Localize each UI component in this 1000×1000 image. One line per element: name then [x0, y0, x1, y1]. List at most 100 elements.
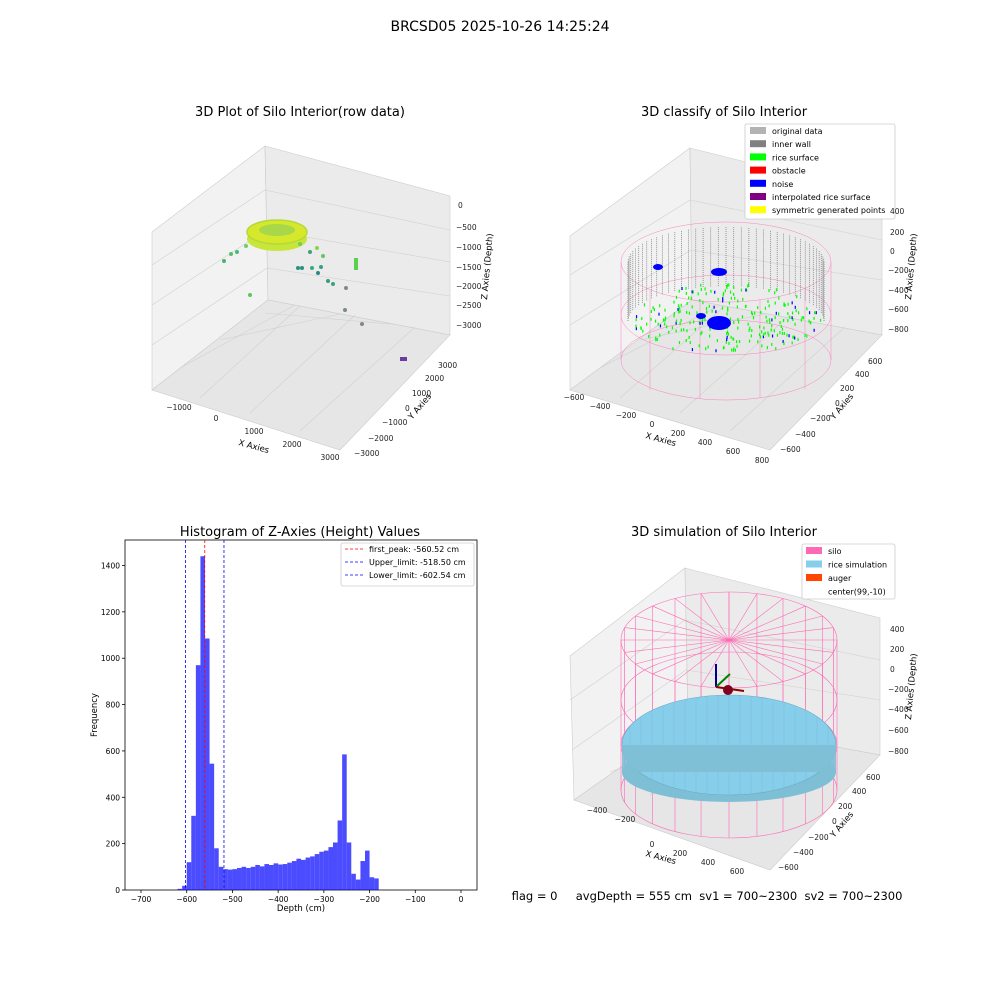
silo-roof-rib — [624, 627, 730, 641]
rice-surface-point — [781, 331, 784, 335]
histogram-bar — [200, 556, 205, 890]
silo-roof-rib — [728, 615, 823, 641]
rice-surface-point — [742, 297, 744, 301]
histogram-y-tick-label: 1200 — [101, 608, 120, 617]
rice-surface-point — [745, 288, 748, 292]
rice-surface-point — [761, 344, 763, 348]
rice-surface-point — [775, 311, 777, 315]
rice-surface-point — [729, 290, 732, 294]
histogram-bar — [218, 866, 224, 890]
rice-surface-point — [677, 307, 679, 311]
svg-text:−2000: −2000 — [368, 434, 394, 443]
rice-surface-point — [751, 312, 753, 316]
rice-surface-point — [656, 338, 658, 342]
rice-surface-point — [710, 289, 712, 293]
rice-surface-point — [774, 316, 776, 320]
raw-panel-title: 3D Plot of Silo Interior(row data) — [195, 105, 405, 120]
histogram-bar — [296, 858, 301, 890]
rice-surface-point — [759, 325, 761, 329]
svg-text:0: 0 — [458, 201, 463, 210]
simulation-z-ticks: 400 200 0 −200 −400 −600 −800 — [888, 625, 909, 756]
classify-legend: original data inner wall rice surface obsta… — [744, 123, 896, 220]
rice-surface-point — [643, 303, 646, 307]
rice-surface-point — [717, 297, 719, 301]
histogram-bar — [182, 885, 187, 890]
histogram-frame — [124, 539, 478, 891]
rice-surface-point — [760, 310, 762, 314]
histogram-bar — [305, 857, 311, 890]
rice-surface-point — [787, 312, 789, 316]
rice-surface-point — [709, 334, 711, 338]
silo-roof-rib — [728, 639, 806, 675]
classify-inner-wall — [627, 227, 825, 322]
rice-surface-point — [795, 309, 797, 313]
rice-surface-point — [677, 304, 680, 308]
rice-surface-point — [763, 332, 765, 336]
rice-surface-point — [789, 315, 791, 319]
histogram-bar — [214, 848, 219, 890]
rice-surface-point — [786, 333, 788, 337]
svg-text:800: 800 — [755, 456, 770, 465]
histogram-bar — [232, 869, 237, 890]
rice-surface-point — [725, 340, 727, 344]
rice-surface-point — [691, 348, 694, 352]
rice-surface-point — [730, 335, 732, 339]
rice-surface-point — [782, 318, 785, 322]
svg-text:2000: 2000 — [425, 374, 444, 383]
rice-surface-point — [688, 311, 691, 315]
legend-label: center(99,-10) — [828, 588, 886, 597]
histogram-x-tick-label: −700 — [131, 895, 152, 904]
rice-surface-point — [686, 310, 688, 314]
rice-surface-point — [814, 311, 816, 315]
histogram-bar — [333, 842, 338, 890]
rice-surface-point — [802, 316, 805, 320]
rice-surface-point — [797, 337, 799, 341]
rice-surface-point — [737, 326, 739, 330]
histogram-bar — [237, 867, 242, 890]
rice-surface-point — [813, 328, 815, 332]
silo-roof-rib — [728, 598, 784, 641]
svg-text:0: 0 — [890, 665, 895, 674]
histogram-bar — [328, 847, 333, 890]
classify-panel: 3D classify of Silo Interior — [564, 105, 920, 465]
rice-surface-point — [664, 322, 666, 326]
classify-floor-pane — [569, 299, 883, 451]
svg-text:600: 600 — [866, 773, 881, 782]
rice-surface-point — [736, 305, 738, 309]
rice-surface-point — [798, 311, 800, 315]
rice-surface-point — [650, 310, 652, 314]
rice-surface-point — [724, 289, 726, 293]
simulation-y-ticks: −600 −400 −200 0 200 400 600 — [778, 773, 881, 872]
classify-rice-surface — [635, 283, 822, 353]
rice-surface-point — [662, 318, 664, 322]
rice-surface-point — [657, 322, 659, 326]
silo-roof-rib — [674, 639, 730, 682]
rice-surface-point — [653, 308, 655, 312]
histogram-legend-label: first_peak: -560.52 cm — [369, 545, 459, 554]
svg-text:−3000: −3000 — [354, 449, 380, 458]
rice-surface-point — [810, 321, 812, 325]
simulation-rice-band — [622, 745, 836, 772]
silo-roof-rib — [674, 598, 730, 641]
histogram-x-tick-label: −600 — [176, 895, 197, 904]
rice-surface-point — [771, 334, 774, 338]
rice-surface-point — [778, 296, 780, 300]
svg-text:−1000: −1000 — [166, 403, 192, 412]
legend-swatch — [750, 166, 766, 174]
silo-roof-rib — [728, 639, 758, 687]
rice-surface-point — [711, 309, 713, 313]
histogram-y-tick-label: 800 — [106, 701, 121, 710]
svg-text:3000: 3000 — [320, 453, 339, 462]
rice-surface-point — [697, 292, 699, 296]
svg-text:−600: −600 — [564, 393, 585, 402]
rice-surface-point — [658, 312, 660, 316]
rice-surface-point — [692, 290, 694, 294]
svg-text:−3000: −3000 — [456, 321, 482, 330]
svg-text:600: 600 — [726, 447, 741, 456]
rice-surface-point — [635, 318, 637, 322]
svg-text:200: 200 — [671, 429, 686, 438]
histogram-y-tick-label: 400 — [106, 793, 121, 802]
legend-label: inner wall — [772, 140, 811, 149]
rice-surface-point — [664, 318, 666, 322]
histogram-x-tick-label: −300 — [314, 895, 335, 904]
